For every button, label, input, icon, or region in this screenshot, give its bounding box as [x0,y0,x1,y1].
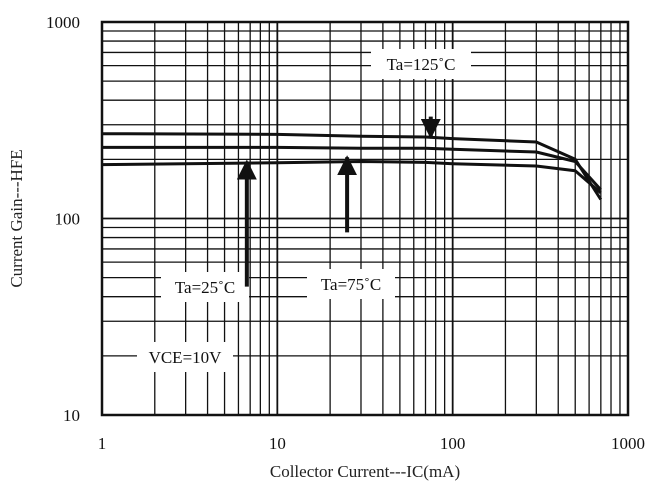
annotation-label: VCE=10V [149,348,223,367]
annotation-label: Ta=75˚C [321,275,381,294]
x-tick-label: 1000 [611,434,645,453]
annotation-label: Ta=125˚C [387,55,456,74]
grid [102,22,628,415]
y-tick-label: 100 [55,210,81,229]
annotation-label: Ta=25˚C [175,278,235,297]
series-line-1 [102,145,602,191]
series-layer [101,132,603,201]
series-line-2 [101,160,602,195]
x-tick-label: 10 [269,434,286,453]
x-tick-label: 100 [440,434,466,453]
annotation-box [137,342,233,372]
annotation-layer: Ta=125˚C Ta=25˚C Ta=75˚C VCE=10V [137,49,471,372]
tick-labels: 1 10 100 1000 10 100 1000 [46,13,645,453]
y-tick-label: 1000 [46,13,80,32]
plot-frame [100,20,630,417]
y-tick-label: 10 [63,406,80,425]
annotation-box [161,272,249,302]
annotation-box [307,269,395,299]
annotation-box [371,49,471,79]
x-tick-label: 1 [98,434,107,453]
x-axis-label: Collector Current---IC(mA) [270,462,460,481]
y-axis-label: Current Gain---HFE [7,149,26,287]
